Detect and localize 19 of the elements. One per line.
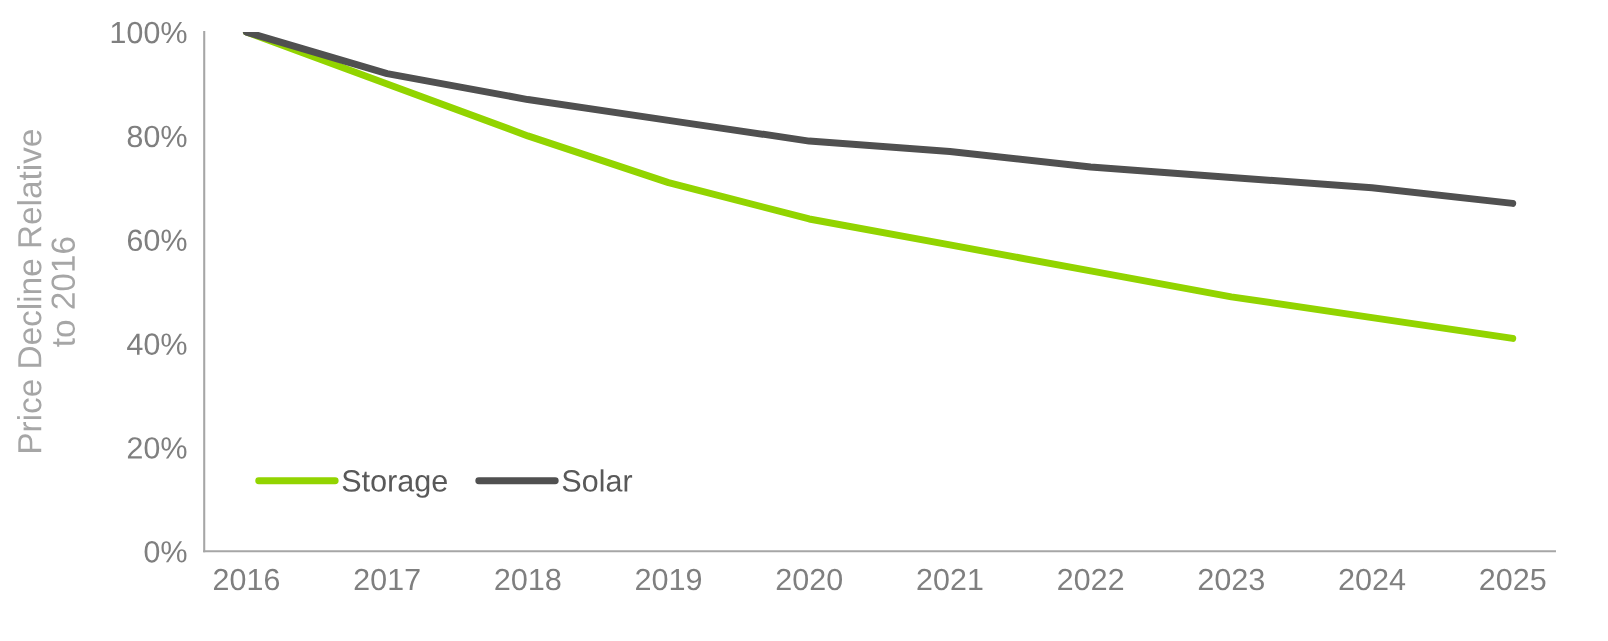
x-tick-label: 2023 bbox=[1198, 568, 1264, 591]
x-tick-label: 2017 bbox=[354, 568, 420, 591]
x-tick-label: 2021 bbox=[917, 568, 983, 591]
x-tick-label: 2016 bbox=[213, 568, 280, 591]
legend-label: Solar bbox=[562, 469, 633, 492]
x-tick-label: 2022 bbox=[1058, 568, 1124, 591]
y-tick-label: 60% bbox=[127, 229, 187, 252]
x-tick-label: 2025 bbox=[1480, 568, 1546, 591]
x-tick-label: 2024 bbox=[1339, 568, 1406, 591]
x-tick-label: 2019 bbox=[636, 568, 702, 591]
y-tick-label: 100% bbox=[111, 21, 187, 44]
y-tick-label: 40% bbox=[127, 333, 187, 355]
y-tick-label: 20% bbox=[127, 437, 187, 459]
x-tick-label: 2020 bbox=[776, 568, 843, 591]
x-tick-label: 2018 bbox=[495, 568, 561, 591]
legend-label: Storage bbox=[342, 470, 447, 498]
y-tick-label: 0% bbox=[144, 541, 187, 563]
y-axis-title: Price Decline Relative to 2016 bbox=[17, 130, 76, 452]
y-tick-label: 80% bbox=[127, 125, 187, 148]
